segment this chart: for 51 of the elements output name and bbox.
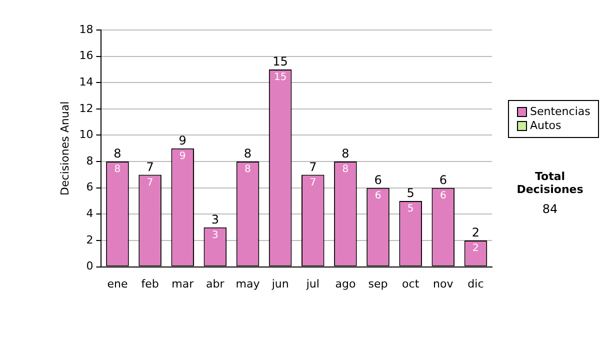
text: Total Decisiones bbox=[516, 170, 584, 196]
total-label: 8 bbox=[244, 146, 252, 161]
total-label: 8 bbox=[342, 146, 350, 161]
x-tick-label: oct bbox=[402, 277, 420, 290]
y-tick-label: 12 bbox=[79, 102, 94, 115]
total-label: 3 bbox=[211, 212, 219, 226]
total-label: 7 bbox=[309, 160, 317, 174]
total-label: 7 bbox=[146, 160, 154, 174]
data-label: 3 bbox=[212, 230, 218, 241]
y-tick-label: 4 bbox=[86, 207, 94, 220]
data-label: 5 bbox=[407, 204, 414, 215]
data-label: 15 bbox=[274, 72, 287, 84]
legend-label: Sentencias bbox=[530, 105, 590, 119]
y-tick-label: 16 bbox=[79, 49, 94, 62]
y-tick-label: 0 bbox=[86, 260, 94, 273]
total-label: 6 bbox=[439, 172, 447, 187]
text: 84 bbox=[541, 202, 559, 216]
total-label: 2 bbox=[472, 226, 480, 240]
total-label: 6 bbox=[374, 172, 382, 187]
x-tick-label: jun bbox=[270, 277, 289, 290]
data-label: 8 bbox=[244, 164, 251, 176]
data-label: 7 bbox=[310, 177, 316, 188]
x-tick-label: feb bbox=[141, 277, 159, 290]
x-tick-label: sep bbox=[368, 277, 388, 290]
y-tick-label: 8 bbox=[86, 154, 94, 168]
data-label: 8 bbox=[342, 164, 349, 176]
x-tick-label: abr bbox=[206, 277, 225, 290]
data-label: 6 bbox=[440, 190, 446, 202]
x-tick-label: jul bbox=[305, 277, 320, 290]
y-tick-label: 14 bbox=[79, 75, 94, 88]
data-label: 9 bbox=[179, 150, 186, 162]
x-tick-label: nov bbox=[433, 277, 454, 290]
y-axis-title: Decisiones Anual bbox=[58, 101, 72, 196]
data-label: 2 bbox=[472, 243, 479, 254]
total-label: 8 bbox=[114, 146, 122, 161]
x-tick-label: mar bbox=[172, 277, 194, 290]
y-tick-label: 2 bbox=[86, 233, 94, 246]
total-label: 5 bbox=[406, 186, 414, 200]
total-label: 15 bbox=[272, 54, 288, 69]
y-tick-label: 6 bbox=[86, 180, 94, 194]
x-tick-label: may bbox=[236, 277, 260, 290]
total-label: 9 bbox=[178, 134, 186, 148]
y-tick-label: 18 bbox=[79, 22, 94, 36]
data-label: 8 bbox=[114, 164, 121, 176]
legend-label: Autos bbox=[530, 119, 562, 133]
x-tick-label: dic bbox=[468, 277, 484, 290]
data-label: 7 bbox=[146, 177, 154, 188]
data-label: 6 bbox=[374, 190, 382, 202]
x-tick-label: ene bbox=[107, 277, 128, 290]
x-tick-label: ago bbox=[335, 277, 356, 290]
y-tick-label: 10 bbox=[79, 128, 94, 142]
